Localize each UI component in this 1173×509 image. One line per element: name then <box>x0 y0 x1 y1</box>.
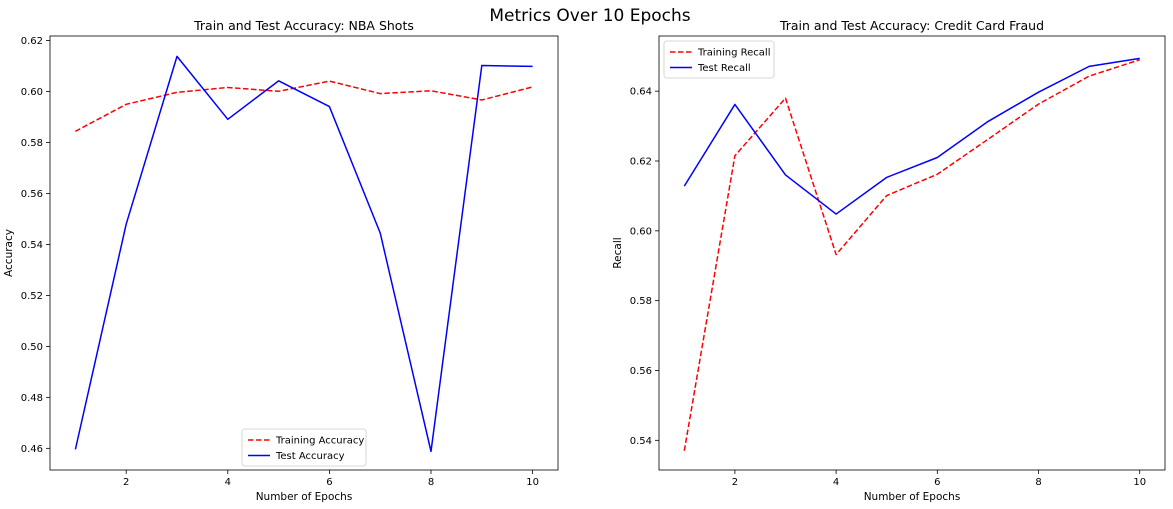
y-tick-label: 0.52 <box>21 291 43 302</box>
y-tick-label: 0.60 <box>21 87 43 98</box>
x-axis-label: Number of Epochs <box>864 491 961 503</box>
legend-entry: Test Accuracy <box>275 451 345 462</box>
x-tick-label: 2 <box>732 477 738 488</box>
y-tick-label: 0.62 <box>630 156 652 167</box>
x-tick-label: 6 <box>326 477 332 488</box>
y-tick-label: 0.58 <box>21 138 43 149</box>
y-axis-label: Recall <box>612 237 624 268</box>
chart-title: Train and Test Accuracy: NBA Shots <box>193 18 414 33</box>
y-tick-label: 0.54 <box>630 436 652 447</box>
chart-title: Train and Test Accuracy: Credit Card Fra… <box>779 18 1044 33</box>
series-line-test <box>74 55 533 453</box>
y-axis-label: Accuracy <box>3 229 15 277</box>
y-tick-label: 0.56 <box>630 366 652 377</box>
series-line-test <box>683 57 1140 215</box>
chart-credit-card-fraud: Train and Test Accuracy: Credit Card Fra… <box>612 18 1166 503</box>
x-axis-label: Number of Epochs <box>256 491 353 503</box>
series-line-training <box>75 80 533 132</box>
y-tick-label: 0.64 <box>630 87 652 98</box>
y-tick-label: 0.46 <box>21 444 43 455</box>
figure-title: Metrics Over 10 Epochs <box>489 6 690 26</box>
legend: Training Accuracy Test Accuracy <box>241 428 367 467</box>
plot-frame <box>49 35 559 471</box>
legend: Training Recall Test Recall <box>663 40 775 79</box>
legend-frame <box>663 40 775 79</box>
legend-entry: Test Recall <box>697 63 751 74</box>
legend-entry: Training Accuracy <box>275 436 364 447</box>
x-tick-label: 4 <box>225 477 231 488</box>
y-tick-label: 0.48 <box>21 393 43 404</box>
x-tick-label: 8 <box>1035 477 1041 488</box>
series-line-training <box>683 59 1140 451</box>
y-tick-label: 0.62 <box>21 36 43 47</box>
x-tick-label: 10 <box>526 477 539 488</box>
legend-frame <box>241 428 367 467</box>
x-tick-label: 10 <box>1133 477 1146 488</box>
legend-entry: Training Recall <box>697 48 770 59</box>
y-tick-label: 0.56 <box>21 189 43 200</box>
y-tick-label: 0.58 <box>630 296 652 307</box>
chart-nba-shots: Train and Test Accuracy: NBA Shots 2 4 6 8 10… <box>3 18 559 503</box>
y-tick-label: 0.50 <box>21 342 43 353</box>
plot-frame <box>658 35 1166 471</box>
x-tick-label: 6 <box>934 477 940 488</box>
y-tick-label: 0.60 <box>630 226 652 237</box>
y-tick-label: 0.54 <box>21 240 43 251</box>
x-tick-label: 8 <box>428 477 434 488</box>
x-tick-label: 4 <box>833 477 839 488</box>
x-tick-label: 2 <box>123 477 129 488</box>
